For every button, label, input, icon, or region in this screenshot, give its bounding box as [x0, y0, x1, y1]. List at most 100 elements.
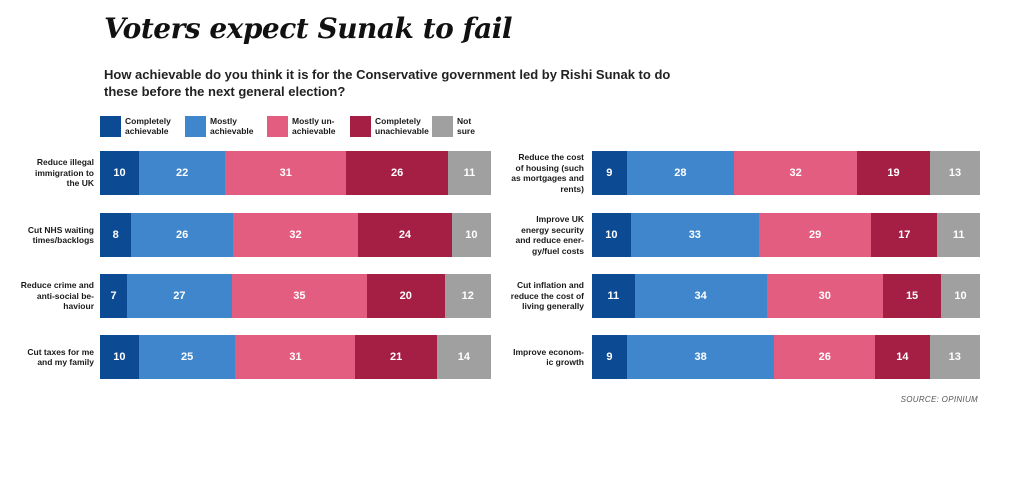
row-label: Improve econom- ic growth — [513, 346, 584, 368]
data-label: 9 — [606, 167, 613, 179]
bar-segment: 33 — [630, 213, 759, 257]
data-label: 32 — [289, 229, 302, 241]
bar-segment: 26 — [774, 335, 876, 379]
bar-segment: 8 — [100, 213, 132, 257]
data-label: 11 — [952, 229, 965, 241]
row-label: Reduce the cost of housing (such as mort… — [511, 152, 584, 194]
data-label: 10 — [113, 351, 126, 363]
data-label: 9 — [606, 351, 613, 363]
row-label: Improve UK energy security and reduce en… — [515, 214, 585, 256]
row-label: Cut NHS waiting times/backlogs — [27, 224, 94, 246]
data-label: 20 — [399, 290, 412, 302]
data-label: 31 — [289, 351, 302, 363]
chart-title: Voters expect Sunak to fail — [104, 12, 513, 45]
bar-segment: 9 — [592, 335, 627, 379]
data-label: 35 — [293, 290, 306, 302]
data-label: 31 — [279, 167, 292, 179]
stacked-bar: 9 28 32 19 13 — [592, 151, 980, 195]
data-label: 25 — [180, 351, 194, 363]
bar-segment: 14 — [875, 335, 930, 379]
bar-segment: 25 — [138, 335, 236, 379]
bar-segment: 27 — [127, 274, 232, 318]
legend-swatch — [432, 116, 453, 137]
row-label: Cut taxes for me and my family — [27, 346, 94, 368]
data-label: 32 — [789, 167, 802, 179]
bar-segment: 26 — [131, 213, 233, 257]
bar-segment: 7 — [100, 274, 128, 318]
legend-swatch — [185, 116, 206, 137]
bar-segment: 19 — [857, 151, 931, 195]
bar-segment: 22 — [139, 151, 226, 195]
bar-segment: 11 — [937, 213, 980, 257]
bar-segment: 10 — [451, 213, 491, 257]
bar-segment: 15 — [882, 274, 942, 318]
data-label: 15 — [905, 290, 919, 302]
data-label: 22 — [175, 167, 189, 179]
data-label: 33 — [688, 229, 701, 241]
row-label: Reduce crime and anti-social be- haviour — [20, 280, 94, 312]
bar-segment: 30 — [766, 274, 883, 318]
row-label: Reduce illegal immigration to the UK — [34, 157, 94, 189]
bar-segment: 32 — [232, 213, 359, 257]
stacked-bar: 10 33 29 17 11 — [592, 213, 980, 257]
bar-segment: 9 — [592, 151, 627, 195]
stacked-bar: 9 38 26 14 13 — [592, 335, 980, 379]
bar-segment: 12 — [444, 274, 491, 318]
bar-segment: 28 — [626, 151, 735, 195]
bar-segment: 32 — [734, 151, 858, 195]
data-label: 28 — [674, 167, 687, 179]
data-label: 21 — [390, 351, 403, 363]
data-label: 12 — [461, 290, 474, 302]
data-label: 7 — [110, 290, 117, 302]
data-label: 10 — [465, 229, 478, 241]
bar-segment: 20 — [367, 274, 445, 318]
data-label: 29 — [808, 229, 822, 241]
data-label: 27 — [173, 290, 186, 302]
data-label: 10 — [113, 167, 126, 179]
stacked-bar: 7 27 35 20 12 — [100, 274, 491, 318]
bar-segment: 13 — [930, 151, 980, 195]
data-label: 19 — [887, 167, 900, 179]
legend-swatch — [100, 116, 121, 137]
data-label: 10 — [605, 229, 618, 241]
row-label: Cut inflation and reduce the cost of liv… — [510, 280, 584, 312]
data-label: 38 — [694, 351, 707, 363]
legend-label: Not sure — [457, 116, 475, 136]
data-label: 26 — [391, 167, 404, 179]
stacked-bar: 11 34 30 15 10 — [592, 274, 980, 318]
data-label: 10 — [954, 290, 967, 302]
legend-label: Mostly un- achievable — [292, 116, 336, 136]
data-label: 26 — [175, 229, 189, 241]
data-label: 8 — [112, 229, 119, 241]
stacked-bar: 8 26 32 24 10 — [100, 213, 491, 257]
legend-swatch — [350, 116, 371, 137]
bar-segment: 17 — [871, 213, 938, 257]
data-label: 13 — [948, 167, 962, 179]
data-label: 11 — [607, 290, 620, 302]
data-label: 26 — [818, 351, 831, 363]
legend-label: Completely achievable — [125, 116, 171, 136]
stacked-bar: 10 22 31 26 11 — [100, 151, 491, 195]
bar-segment: 10 — [941, 274, 980, 318]
data-label: 17 — [898, 229, 911, 241]
bar-segment: 31 — [235, 335, 356, 379]
legend-label: Mostly achievable — [210, 116, 254, 136]
legend-label: Completely unachievable — [375, 116, 429, 136]
bar-segment: 38 — [626, 335, 775, 379]
bar-segment: 10 — [592, 213, 631, 257]
data-label: 30 — [818, 290, 831, 302]
data-label: 14 — [457, 351, 470, 363]
stacked-bar: 10 25 31 21 14 — [100, 335, 491, 379]
bar-segment: 24 — [358, 213, 452, 257]
bar-segment: 31 — [225, 151, 347, 195]
legend-swatch — [267, 116, 288, 137]
bar-segment: 10 — [100, 151, 140, 195]
data-label: 34 — [694, 290, 707, 302]
bar-segment: 35 — [231, 274, 368, 318]
bar-segment: 14 — [436, 335, 491, 379]
source-note: SOURCE: OPINIUM — [900, 395, 978, 404]
bar-segment: 34 — [634, 274, 767, 318]
data-label: 14 — [896, 351, 909, 363]
bar-segment: 21 — [355, 335, 437, 379]
data-label: 24 — [398, 229, 412, 241]
